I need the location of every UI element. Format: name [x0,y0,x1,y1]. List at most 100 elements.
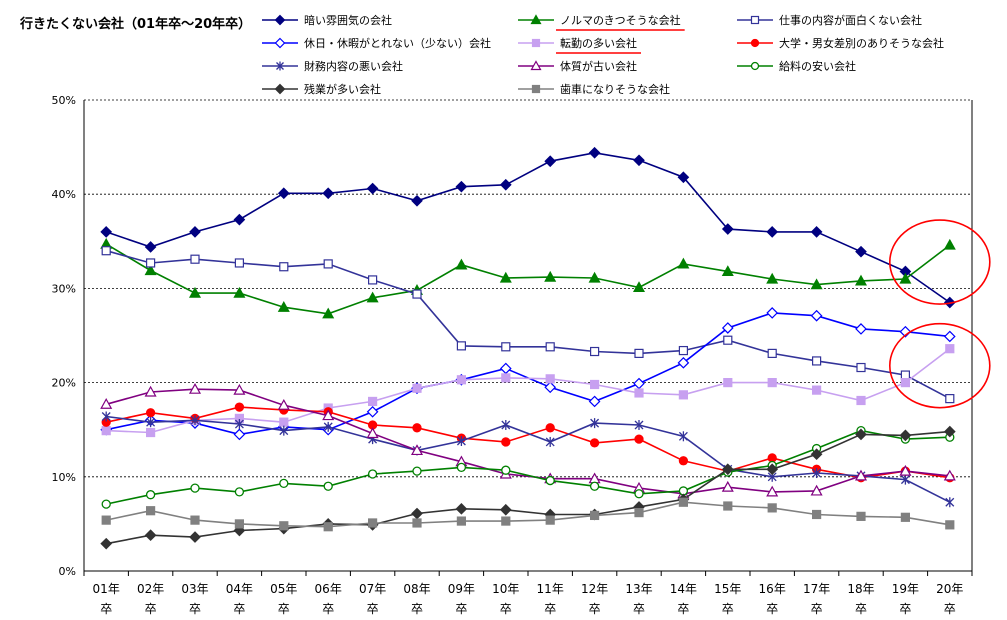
series-line [106,312,950,436]
legend-marker [274,37,286,49]
series-7 [101,411,955,508]
data-point [279,521,289,531]
data-point [456,436,466,447]
data-point [544,270,557,282]
data-point [943,469,956,481]
data-point [943,238,956,250]
x-tick-label: 20年卒 [936,582,963,616]
x-tick-label: 19年卒 [892,582,919,616]
data-point [900,378,911,388]
legend-entry: 仕事の内容が面白くない会社 [737,13,922,27]
data-point [146,258,156,268]
data-point [855,428,867,441]
data-point [899,272,912,284]
data-point [855,323,867,335]
data-point [723,378,733,388]
data-point [589,438,600,448]
x-tick-label: 13年卒 [625,582,652,616]
data-point [501,465,511,475]
data-point [144,241,157,253]
series-5 [101,344,955,438]
data-point [189,531,201,543]
data-point [279,262,289,272]
data-point [501,373,511,383]
data-point [634,507,644,518]
x-tick-label: 07年卒 [359,582,386,616]
data-point [677,356,690,369]
data-point [234,487,245,497]
x-tick-label: 17年卒 [803,582,830,616]
data-point [144,264,157,276]
data-point [588,146,601,159]
series-line [106,415,951,503]
y-tick-label: 0% [59,565,76,578]
x-tick-label: 06年卒 [315,582,342,616]
data-point [766,463,779,476]
legend-marker [531,84,541,94]
legend-marker [530,14,542,25]
data-point [900,474,910,485]
legend-entry: 体質が古い会社 [518,59,637,73]
data-point [634,489,644,499]
data-point [190,254,200,264]
chart-title: 行きたくない会社（01年卒～20年卒） [19,16,251,32]
data-point [943,425,956,438]
series-1 [100,146,956,309]
data-point [544,155,557,168]
x-tick-label: 09年卒 [448,582,475,616]
data-point [678,345,689,356]
series-line [106,430,950,545]
data-point [188,286,202,298]
data-point [810,484,823,496]
series-line [105,249,951,400]
data-point [766,272,779,284]
data-point [410,444,424,456]
data-point [322,187,335,200]
data-point [412,518,422,528]
data-point [366,291,379,303]
annotations [556,29,991,409]
data-point [455,180,468,193]
x-tick-label: 05年卒 [270,582,297,616]
data-point [188,382,202,394]
series-layer [100,146,956,550]
legend-entry: 財務内容の悪い会社 [262,59,403,73]
legend-entry: 大学・男女差別のありそうな会社 [737,36,944,50]
axes: 0% 10% 20% 30% 40% 50% 01年卒 02年卒 03年卒 04年卒 05年卒 06年… [52,94,973,616]
data-point [899,429,912,442]
data-point [323,481,333,491]
legend-entry: 暗い雰囲気の会社 [262,13,392,27]
data-point [234,402,245,412]
data-point [456,462,467,473]
legend-entry: 休日・休暇がとれない（少ない）会社 [262,36,491,50]
legend-marker [750,15,760,25]
data-point [856,511,866,521]
x-tick-label: 02年卒 [137,582,164,616]
data-point [145,490,156,500]
x-tick-label: 12年卒 [581,582,608,616]
data-point [678,431,688,442]
data-point [100,226,113,238]
data-point [101,499,111,509]
series-4 [100,307,956,441]
x-tick-label: 18年卒 [847,582,874,616]
legend-marker [274,14,286,26]
series-6 [101,402,955,483]
data-point [501,437,511,447]
legend-label: 給料の安い会社 [779,59,856,73]
data-point [101,411,111,422]
data-point [501,516,511,526]
data-point [323,421,333,432]
data-point [854,274,868,286]
series-line [106,348,951,434]
data-point [677,171,690,184]
data-point [144,385,157,397]
series-line [106,501,950,528]
highlight-ellipse [888,219,991,305]
data-point [368,275,378,285]
legend-label: 転勤の多い会社 [560,36,637,50]
data-point [322,307,335,319]
data-point [412,423,422,433]
data-point [412,466,422,476]
data-point [189,226,201,238]
